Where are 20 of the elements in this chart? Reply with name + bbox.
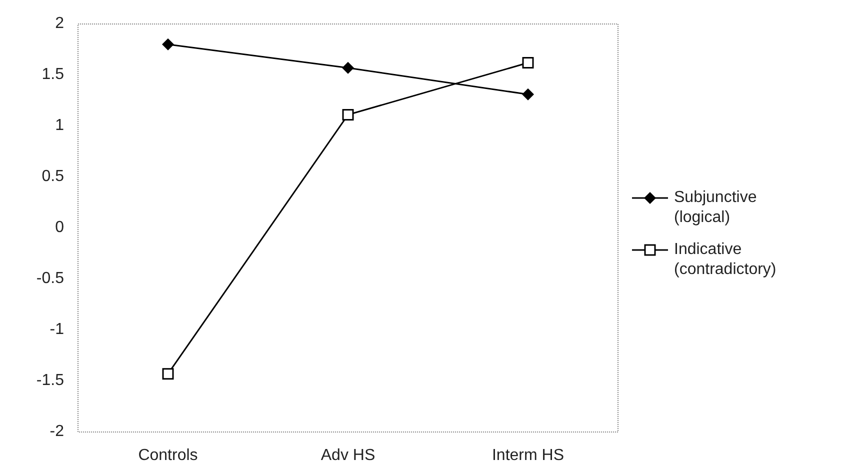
x-tick-label: Controls [138,447,198,464]
x-tick-label: Interm HS [492,447,564,464]
point [162,38,174,50]
y-tick-label: 0.5 [42,168,64,186]
y-tick-label: 1.5 [42,66,64,84]
y-tick-label: -1 [50,321,64,338]
y-tick-label: -0.5 [36,270,64,288]
point [342,109,354,121]
y-tick-label: -1.5 [36,372,64,390]
legend-label: Subjunctive (logical) [674,189,757,226]
point [342,62,354,74]
legend-label: Indicative (contradictory) [674,241,776,278]
y-tick-label: -2 [50,423,64,440]
x-tick-label: Adv HS [320,447,376,464]
point [522,57,534,69]
y-tick-label: 2 [55,15,64,32]
y-tick-label: 1 [55,117,64,134]
y-tick-label: 0 [55,219,64,236]
point [162,368,174,380]
point [522,88,534,100]
